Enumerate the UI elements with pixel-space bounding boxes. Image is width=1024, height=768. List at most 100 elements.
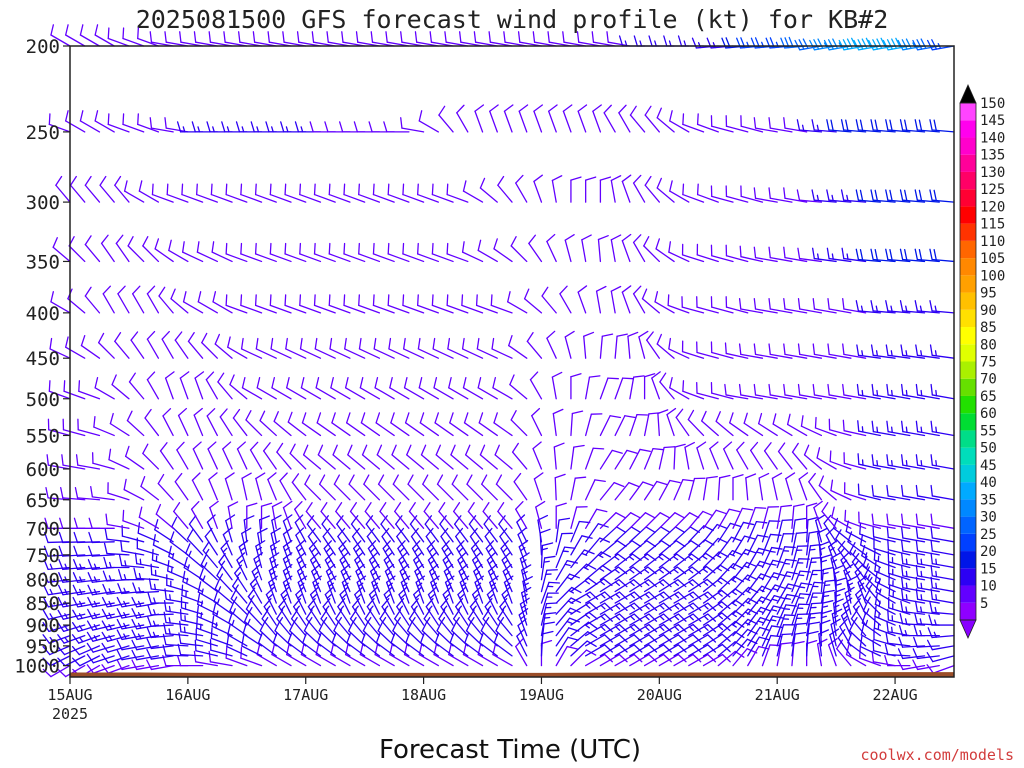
wind-barb (305, 502, 322, 529)
wind-barb (146, 638, 174, 650)
wind-barb-feather (888, 584, 891, 597)
wind-barb (791, 545, 809, 569)
wind-barb-shaft (747, 645, 760, 667)
wind-barb-feather (245, 410, 252, 421)
wind-barb-shaft (516, 521, 528, 543)
wind-barb-shaft (887, 536, 911, 543)
wind-barb (614, 602, 643, 615)
wind-barb-feather (933, 189, 937, 202)
wind-barb (515, 174, 528, 203)
wind-barb-feather (102, 285, 112, 295)
wind-barb-half-feather (920, 460, 923, 467)
wind-barb-shaft (47, 464, 71, 470)
wind-barb (812, 383, 837, 400)
wind-barb (884, 654, 911, 667)
wind-barb-shaft (440, 535, 454, 556)
wind-barb-shaft (658, 479, 671, 501)
wind-barb-feather (760, 596, 772, 602)
wind-barb (510, 410, 528, 437)
wind-barb-feather (268, 564, 279, 572)
wind-barb (915, 344, 940, 359)
wind-barb-shaft (158, 295, 174, 314)
wind-barb-shaft (289, 452, 307, 470)
wind-barb (362, 620, 381, 647)
wind-barb-shaft (564, 239, 572, 263)
wind-barb (570, 506, 588, 529)
wind-barb (383, 121, 410, 133)
wind-barb-shaft (747, 636, 760, 657)
colorbar-tick-label: 125 (980, 182, 1005, 198)
wind-barb (360, 412, 381, 437)
wind-barb (900, 564, 926, 581)
wind-barb-shaft (732, 521, 745, 543)
wind-barb (425, 527, 439, 556)
wind-barb (540, 602, 558, 626)
wind-barb-feather (886, 620, 889, 633)
wind-barb (101, 596, 130, 608)
wind-barb-shaft (599, 644, 621, 657)
wind-barb (835, 529, 852, 556)
wind-barb-shaft (117, 293, 130, 314)
wind-barb (688, 623, 717, 637)
wind-barb-feather (495, 620, 502, 632)
wind-barb (211, 615, 233, 637)
colorbar-tick-label: 90 (980, 303, 997, 319)
wind-barb (900, 454, 926, 470)
wind-barb-feather (387, 242, 390, 255)
wind-barb-shaft (392, 483, 410, 501)
wind-barb (359, 376, 381, 400)
wind-barb-feather (131, 659, 138, 671)
wind-barb-feather (702, 510, 714, 517)
wind-barb (438, 105, 454, 133)
wind-barb (614, 333, 628, 359)
wind-barb (353, 121, 381, 133)
wind-barb (710, 244, 734, 263)
wind-barb-feather (754, 506, 767, 509)
wind-barb (171, 516, 189, 543)
wind-barb (454, 515, 469, 543)
wind-barb-feather (562, 31, 565, 43)
wind-barb (888, 573, 911, 593)
wind-barb-shaft (498, 523, 513, 543)
wind-barb-half-feather (79, 563, 83, 570)
wind-barb-feather (874, 119, 878, 132)
wind-barb (131, 659, 160, 671)
wind-barb (900, 526, 926, 543)
wind-barb-feather (682, 183, 685, 196)
wind-barb (827, 383, 852, 400)
wind-barb-shaft (702, 643, 724, 657)
colorbar-swatch (960, 154, 976, 172)
wind-barb-feather (57, 634, 65, 644)
wind-barb-shaft (343, 253, 366, 263)
wind-barb-feather (114, 331, 122, 342)
wind-barb (289, 620, 307, 647)
wind-barb-shaft (402, 304, 425, 314)
wind-barb (740, 185, 764, 203)
wind-barb (814, 416, 837, 437)
wind-barb (508, 335, 528, 359)
wind-barb-shaft (364, 510, 381, 529)
wind-barb-shaft (434, 422, 454, 437)
wind-barb-shaft (494, 454, 513, 470)
wind-barb (772, 413, 793, 437)
wind-barb (723, 441, 734, 470)
wind-barb-feather (930, 513, 933, 526)
wind-barb (702, 653, 731, 667)
wind-barb-feather (73, 531, 79, 544)
wind-barb-feather (299, 242, 302, 255)
wind-barb-half-feather (716, 567, 722, 572)
wind-barb (682, 183, 705, 203)
wind-barb-shaft (365, 523, 381, 543)
wind-barb-feather (822, 600, 834, 604)
wind-barb (753, 187, 778, 203)
wind-barb (783, 187, 808, 203)
wind-barb-shaft (240, 253, 263, 263)
wind-barb-shaft (52, 246, 71, 263)
wind-barb-shaft (225, 657, 248, 667)
wind-barb-shaft (643, 566, 664, 581)
wind-barb-feather (284, 183, 287, 196)
wind-barb (915, 454, 940, 470)
wind-barb-feather (497, 502, 505, 513)
wind-barb-shaft (643, 591, 665, 604)
wind-barb (417, 183, 439, 203)
